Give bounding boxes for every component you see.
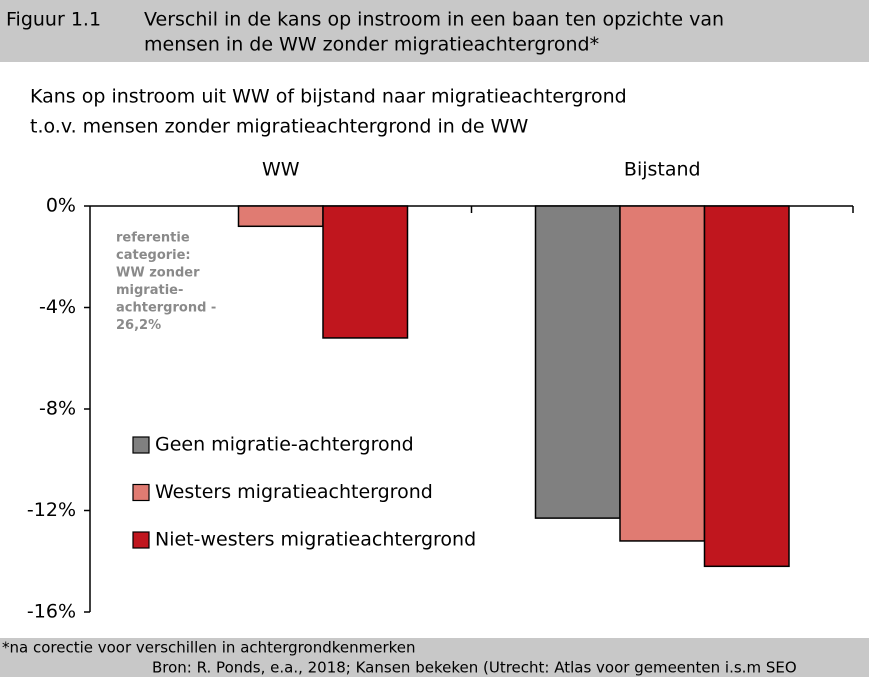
note: *na corectie voor verschillen in achterg… — [2, 639, 416, 657]
bar — [237, 205, 324, 228]
legend-swatch — [132, 483, 150, 502]
annotation: migratie- — [116, 283, 183, 298]
annotation: categorie: — [116, 248, 191, 263]
legend-label: Westers migratieachtergrond — [155, 481, 433, 503]
source: Bron: R. Ponds, e.a., 2018; Kansen bekek… — [152, 659, 797, 677]
y-tick-label: -8% — [39, 398, 76, 420]
y-tick-label: -16% — [27, 601, 76, 623]
legend-label: Geen migratie-achtergrond — [155, 434, 414, 456]
footer-band — [0, 638, 869, 677]
y-tick-label: 0% — [46, 195, 76, 217]
legend-swatch — [132, 436, 150, 454]
category-label: Bijstand — [624, 159, 701, 181]
y-tick-label: -4% — [39, 296, 76, 318]
legend-label: Niet-westers migratieachtergrond — [155, 529, 476, 551]
subtitle: Kans op instroom uit WW of bijstand naar… — [30, 86, 627, 108]
bar — [619, 205, 706, 542]
figure-label: Figuur 1.1 — [6, 9, 101, 31]
chart-title: Verschil in de kans op instroom in een b… — [144, 9, 724, 31]
bar — [534, 205, 621, 519]
annotation: 26,2% — [116, 318, 161, 333]
subtitle: t.o.v. mensen zonder migratieachtergrond… — [30, 116, 528, 138]
legend-swatch — [132, 531, 150, 549]
annotation: WW zonder — [116, 266, 200, 281]
bar — [322, 205, 409, 339]
header-band — [0, 0, 869, 62]
chart-title: mensen in de WW zonder migratieachtergro… — [144, 34, 599, 56]
category-label: WW — [262, 159, 300, 181]
annotation: referentie — [116, 231, 190, 246]
y-tick-label: -12% — [27, 499, 76, 521]
annotation: achtergrond - — [116, 301, 216, 316]
bar — [703, 205, 790, 568]
